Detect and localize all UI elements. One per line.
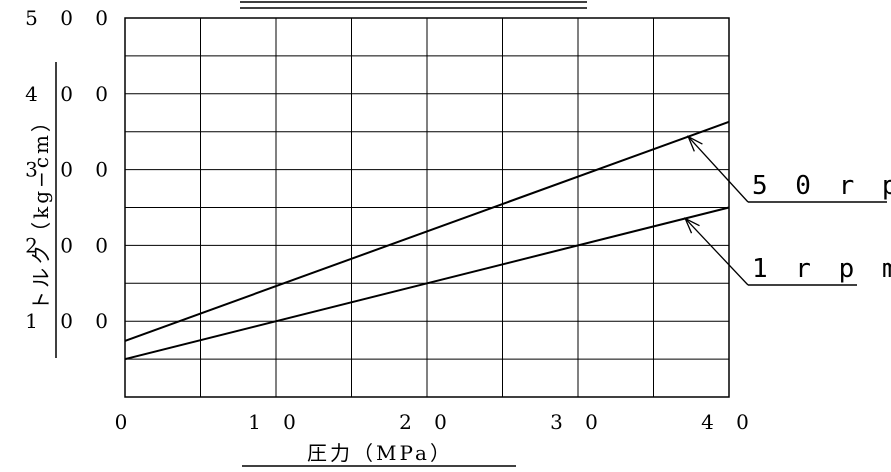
y-tick-label: 2 0 0 (25, 233, 116, 257)
grid-lines (125, 18, 729, 397)
y-tick-label: 3 0 0 (25, 158, 116, 182)
x-tick-label: 4 0 (701, 410, 757, 434)
y-tick-label: 1 0 0 (25, 309, 116, 333)
y-axis-title: トルク（kg−cm） (29, 109, 53, 311)
series-label: 5 0 r p m (752, 171, 891, 201)
y-tick-labels: 1 0 0 2 0 0 3 0 0 4 0 0 5 0 0 (25, 6, 116, 333)
callout-leader (684, 218, 749, 286)
y-tick-label: 5 0 0 (25, 6, 116, 30)
x-tick-label: 3 0 (550, 410, 606, 434)
series-lines (124, 120, 730, 361)
callout-leader (687, 136, 749, 203)
y-tick-label: 4 0 0 (25, 82, 116, 106)
x-tick-label: 2 0 (399, 410, 455, 434)
callout-arrowhead (686, 135, 703, 152)
x-axis-title: 圧力（MPa） (307, 441, 453, 465)
series-line-0 (124, 120, 730, 342)
series-callouts: 5 0 r p m 1 r p m (683, 135, 891, 286)
x-tick-label: 0 (115, 410, 136, 434)
x-tick-labels: 0 1 0 2 0 3 0 4 0 (115, 410, 757, 434)
x-tick-label: 1 0 (248, 410, 304, 434)
callout-arrowhead (683, 217, 700, 234)
series-line-1 (124, 206, 730, 361)
series-label: 1 r p m (752, 254, 891, 284)
